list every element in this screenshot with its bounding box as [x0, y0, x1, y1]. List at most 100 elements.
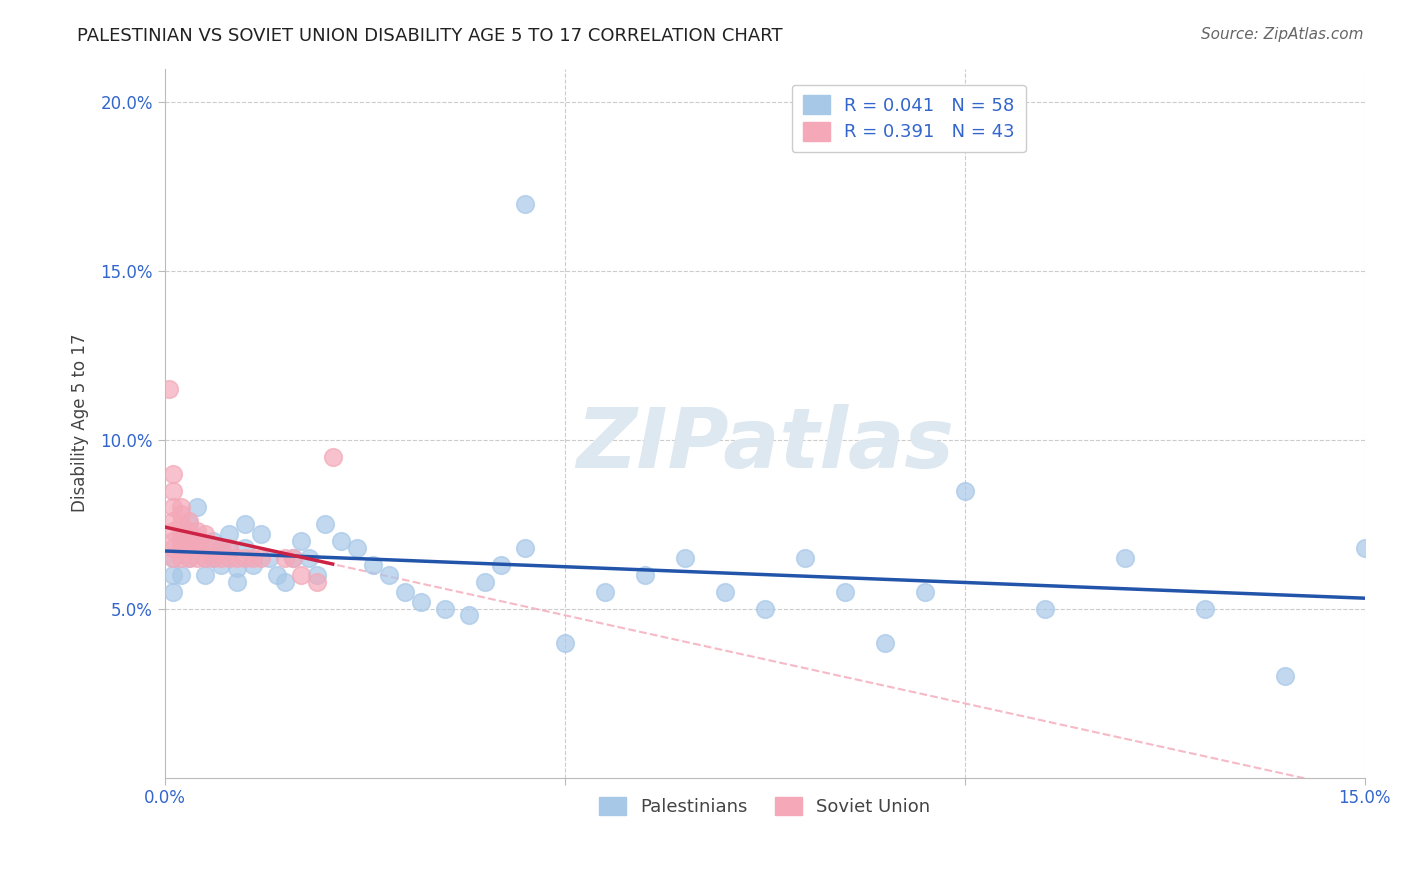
Point: [169, 500, 191, 515]
Point: [225, 551, 247, 566]
Point: [634, 568, 657, 582]
Point: [513, 196, 536, 211]
Point: [169, 534, 191, 549]
Point: [457, 608, 479, 623]
Point: [305, 568, 328, 582]
Point: [194, 551, 217, 566]
Point: [673, 551, 696, 566]
Point: [218, 527, 240, 541]
Point: [162, 541, 184, 555]
Point: [713, 585, 735, 599]
Point: [209, 541, 232, 555]
Point: [186, 534, 208, 549]
Point: [169, 551, 191, 566]
Point: [242, 558, 264, 572]
Point: [169, 541, 191, 555]
Point: [177, 524, 200, 538]
Point: [201, 534, 224, 549]
Point: [218, 541, 240, 555]
Point: [177, 551, 200, 566]
Text: ZIPatlas: ZIPatlas: [576, 404, 953, 485]
Point: [186, 534, 208, 549]
Point: [209, 551, 232, 566]
Point: [377, 568, 399, 582]
Point: [361, 558, 384, 572]
Point: [162, 585, 184, 599]
Point: [914, 585, 936, 599]
Point: [209, 558, 232, 572]
Point: [201, 551, 224, 566]
Text: Source: ZipAtlas.com: Source: ZipAtlas.com: [1201, 27, 1364, 42]
Point: [186, 524, 208, 538]
Point: [225, 561, 247, 575]
Point: [177, 534, 200, 549]
Point: [242, 551, 264, 566]
Point: [249, 551, 271, 566]
Point: [281, 551, 304, 566]
Point: [194, 568, 217, 582]
Point: [329, 534, 352, 549]
Point: [162, 568, 184, 582]
Point: [346, 541, 368, 555]
Point: [834, 585, 856, 599]
Point: [233, 517, 256, 532]
Point: [162, 534, 184, 549]
Point: [162, 467, 184, 481]
Point: [225, 574, 247, 589]
Point: [1114, 551, 1136, 566]
Point: [474, 574, 496, 589]
Point: [186, 541, 208, 555]
Point: [162, 524, 184, 538]
Point: [194, 541, 217, 555]
Point: [201, 541, 224, 555]
Point: [169, 517, 191, 532]
Point: [177, 541, 200, 555]
Point: [554, 635, 576, 649]
Point: [409, 595, 432, 609]
Point: [233, 541, 256, 555]
Point: [169, 527, 191, 541]
Point: [194, 527, 217, 541]
Point: [162, 551, 184, 566]
Legend: Palestinians, Soviet Union: Palestinians, Soviet Union: [591, 788, 939, 825]
Point: [873, 635, 896, 649]
Point: [273, 574, 295, 589]
Point: [177, 517, 200, 532]
Point: [1274, 669, 1296, 683]
Point: [162, 500, 184, 515]
Point: [298, 551, 321, 566]
Point: [266, 568, 288, 582]
Point: [593, 585, 616, 599]
Point: [201, 551, 224, 566]
Point: [218, 544, 240, 558]
Point: [1194, 601, 1216, 615]
Point: [162, 483, 184, 498]
Point: [169, 534, 191, 549]
Point: [290, 568, 312, 582]
Point: [305, 574, 328, 589]
Point: [186, 551, 208, 566]
Point: [489, 558, 512, 572]
Point: [513, 541, 536, 555]
Point: [394, 585, 416, 599]
Point: [281, 551, 304, 566]
Point: [1033, 601, 1056, 615]
Point: [290, 534, 312, 549]
Point: [169, 507, 191, 521]
Point: [433, 601, 456, 615]
Point: [177, 514, 200, 528]
Point: [273, 551, 295, 566]
Point: [322, 450, 344, 464]
Point: [233, 551, 256, 566]
Point: [169, 568, 191, 582]
Point: [1354, 541, 1376, 555]
Point: [209, 541, 232, 555]
Point: [314, 517, 336, 532]
Point: [953, 483, 976, 498]
Text: PALESTINIAN VS SOVIET UNION DISABILITY AGE 5 TO 17 CORRELATION CHART: PALESTINIAN VS SOVIET UNION DISABILITY A…: [77, 27, 783, 45]
Point: [793, 551, 815, 566]
Point: [754, 601, 776, 615]
Point: [162, 551, 184, 566]
Point: [186, 500, 208, 515]
Y-axis label: Disability Age 5 to 17: Disability Age 5 to 17: [72, 334, 89, 512]
